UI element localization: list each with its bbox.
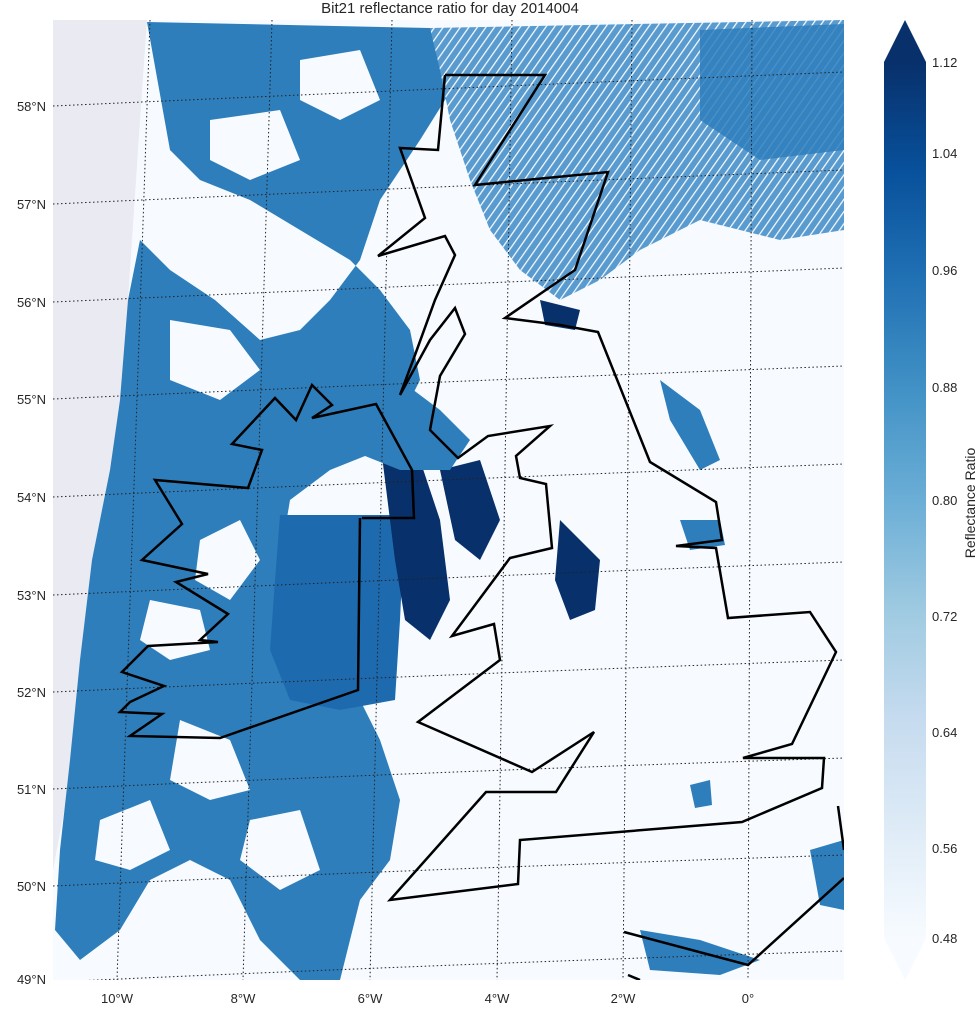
cloud-field	[55, 20, 844, 980]
colorbar-tick: 1.04	[932, 146, 957, 161]
lon-label: 10°W	[101, 991, 134, 1006]
lat-label: 56°N	[17, 295, 46, 310]
colorbar-extend-min	[884, 938, 926, 980]
lat-label: 50°N	[17, 879, 46, 894]
lat-label: 54°N	[17, 490, 46, 505]
colorbar-tick: 0.48	[932, 931, 957, 946]
colorbar-tick: 0.72	[932, 609, 957, 624]
lat-label: 51°N	[17, 782, 46, 797]
lat-label: 49°N	[17, 972, 46, 987]
colorbar: 1.12 1.04 0.96 0.88 0.80 0.72 0.64 0.56 …	[884, 20, 978, 980]
colorbar-tick: 1.12	[932, 55, 957, 70]
colorbar-label: Reflectance Ratio	[962, 448, 978, 559]
lon-label: 6°W	[358, 991, 383, 1006]
lon-label: 4°W	[485, 991, 510, 1006]
map-title: Bit21 reflectance ratio for day 2014004	[321, 0, 579, 17]
lon-label: 0°	[742, 991, 754, 1006]
colorbar-tick: 0.64	[932, 725, 957, 740]
colorbar-gradient	[884, 62, 926, 938]
colorbar-extend-max	[884, 20, 926, 62]
lon-label: 2°W	[611, 991, 636, 1006]
lat-label: 52°N	[17, 685, 46, 700]
lat-label: 57°N	[17, 197, 46, 212]
lat-label: 58°N	[17, 99, 46, 114]
lat-label: 53°N	[17, 588, 46, 603]
lat-labels: 58°N 57°N 56°N 55°N 54°N 53°N 52°N 51°N …	[17, 99, 46, 987]
lon-label: 8°W	[231, 991, 256, 1006]
coastline	[117, 73, 844, 980]
lat-label: 55°N	[17, 392, 46, 407]
colorbar-tick: 0.56	[932, 841, 957, 856]
colorbar-tick: 0.96	[932, 263, 957, 278]
colorbar-tick: 0.80	[932, 493, 957, 508]
colorbar-tick: 0.88	[932, 380, 957, 395]
colorbar-ticks: 1.12 1.04 0.96 0.88 0.80 0.72 0.64 0.56 …	[932, 55, 957, 946]
lon-labels: 10°W 8°W 6°W 4°W 2°W 0°	[101, 991, 754, 1006]
